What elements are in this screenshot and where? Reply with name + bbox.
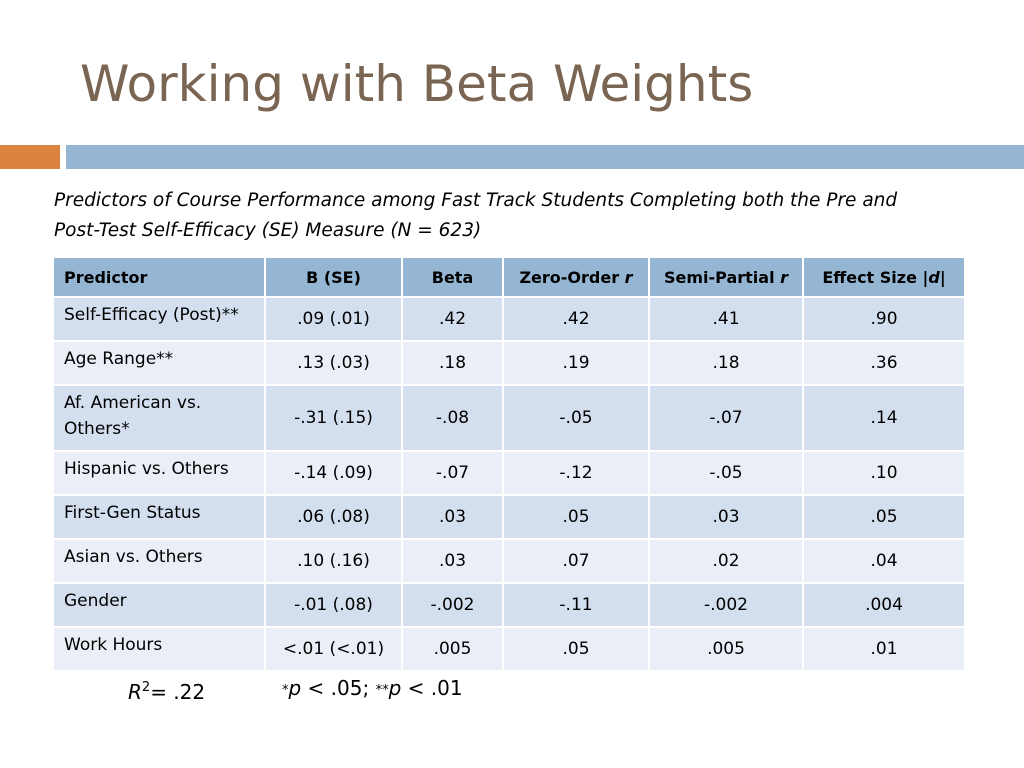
cell-effect-size: .36 (802, 340, 966, 386)
header-effect-size: Effect Size |d| (802, 256, 966, 298)
header-effect-size-suffix: | (939, 267, 946, 287)
footnote-significance: *p < .05; **p < .01 (282, 674, 463, 705)
cell-b-se: .13 (.03) (264, 340, 403, 386)
table-row: Af. American vs. Others* -.31 (.15) -.08 … (52, 384, 966, 452)
cell-beta: .18 (401, 340, 504, 386)
table-row: Hispanic vs. Others -.14 (.09) -.07 -.12… (52, 450, 966, 496)
caption-line-2: Post-Test Self-Efficacy (SE) Measure (N … (54, 220, 482, 241)
cell-beta: .42 (401, 296, 504, 342)
single-star-marker: * (282, 683, 289, 698)
p-threshold-2: < .01 (401, 676, 463, 700)
cell-b-se: -.14 (.09) (264, 450, 403, 496)
cell-effect-size: .004 (802, 582, 966, 628)
header-b-se: B (SE) (264, 256, 403, 298)
cell-semi-partial: -.002 (648, 582, 804, 628)
header-predictor: Predictor (52, 256, 266, 298)
cell-effect-size: .14 (802, 384, 966, 452)
cell-beta: .03 (401, 494, 504, 540)
cell-predictor: First-Gen Status (52, 494, 266, 540)
p-threshold-1: < .05; (301, 676, 376, 700)
cell-beta: -.07 (401, 450, 504, 496)
cell-zero-order: .05 (502, 494, 650, 540)
accent-bar-orange (0, 145, 60, 169)
cell-semi-partial: .18 (648, 340, 804, 386)
cell-predictor-line-1: Af. American vs. (64, 393, 202, 413)
cell-effect-size: .90 (802, 296, 966, 342)
slide-title: Working with Beta Weights (80, 55, 754, 113)
header-semi-partial-label: Semi-Partial (663, 267, 781, 287)
cell-predictor-line-2: Others* (64, 419, 130, 439)
cell-predictor: Asian vs. Others (52, 538, 266, 584)
cell-b-se: <.01 (<.01) (264, 626, 403, 672)
cell-zero-order: .07 (502, 538, 650, 584)
cell-predictor: Age Range** (52, 340, 266, 386)
cell-predictor: Self-Efficacy (Post)** (52, 296, 266, 342)
cell-zero-order: .42 (502, 296, 650, 342)
footnote-r-squared: R2= .22 (128, 674, 205, 706)
cell-b-se: -.01 (.08) (264, 582, 403, 628)
p-symbol-2: p (388, 676, 402, 700)
cell-semi-partial: .02 (648, 538, 804, 584)
table-caption: Predictors of Course Performance among F… (54, 186, 974, 246)
caption-line-1: Predictors of Course Performance among F… (54, 190, 898, 211)
cell-effect-size: .10 (802, 450, 966, 496)
cell-effect-size: .05 (802, 494, 966, 540)
cell-b-se: -.31 (.15) (264, 384, 403, 452)
cell-predictor: Work Hours (52, 626, 266, 672)
cell-semi-partial: .41 (648, 296, 804, 342)
header-effect-size-label: Effect Size | (822, 267, 929, 287)
r-squared-value: = .22 (150, 680, 206, 704)
header-zero-order-r: Zero-Order r (502, 256, 650, 298)
cell-zero-order: -.12 (502, 450, 650, 496)
beta-weights-table: Predictor B (SE) Beta Zero-Order r Semi-… (52, 256, 966, 672)
header-zero-order-label: Zero-Order (519, 267, 625, 287)
p-symbol-1: p (288, 676, 302, 700)
table-row: Gender -.01 (.08) -.002 -.11 -.002 .004 (52, 582, 966, 628)
cell-predictor: Gender (52, 582, 266, 628)
header-effect-size-d-symbol: d (928, 267, 940, 287)
double-star-marker: ** (375, 683, 389, 698)
cell-beta: -.08 (401, 384, 504, 452)
cell-beta: -.002 (401, 582, 504, 628)
r-squared-symbol: R (128, 680, 142, 704)
cell-semi-partial: .03 (648, 494, 804, 540)
cell-zero-order: -.11 (502, 582, 650, 628)
cell-beta: .005 (401, 626, 504, 672)
cell-zero-order: .05 (502, 626, 650, 672)
cell-semi-partial: .005 (648, 626, 804, 672)
cell-predictor: Af. American vs. Others* (52, 384, 266, 452)
cell-b-se: .10 (.16) (264, 538, 403, 584)
cell-zero-order: -.05 (502, 384, 650, 452)
table-row: First-Gen Status .06 (.08) .03 .05 .03 .… (52, 494, 966, 540)
table-row: Work Hours <.01 (<.01) .005 .05 .005 .01 (52, 626, 966, 672)
cell-semi-partial: -.05 (648, 450, 804, 496)
cell-effect-size: .04 (802, 538, 966, 584)
cell-b-se: .06 (.08) (264, 494, 403, 540)
table-header-row: Predictor B (SE) Beta Zero-Order r Semi-… (52, 256, 966, 298)
header-semi-partial-r: Semi-Partial r (648, 256, 804, 298)
cell-semi-partial: -.07 (648, 384, 804, 452)
cell-effect-size: .01 (802, 626, 966, 672)
cell-zero-order: .19 (502, 340, 650, 386)
cell-predictor: Hispanic vs. Others (52, 450, 266, 496)
header-beta: Beta (401, 256, 504, 298)
cell-beta: .03 (401, 538, 504, 584)
accent-bar-blue (66, 145, 1024, 169)
cell-b-se: .09 (.01) (264, 296, 403, 342)
table-row: Self-Efficacy (Post)** .09 (.01) .42 .42… (52, 296, 966, 342)
r-squared-superscript: 2 (141, 680, 151, 695)
header-zero-order-r-symbol: r (624, 267, 633, 287)
header-semi-partial-r-symbol: r (780, 267, 789, 287)
table-row: Age Range** .13 (.03) .18 .19 .18 .36 (52, 340, 966, 386)
table-row: Asian vs. Others .10 (.16) .03 .07 .02 .… (52, 538, 966, 584)
